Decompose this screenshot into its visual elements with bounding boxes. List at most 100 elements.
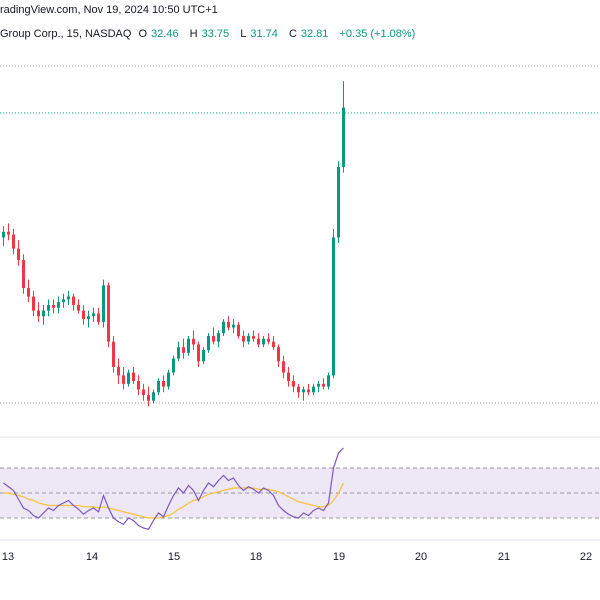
candle-body: [207, 335, 210, 351]
candle-body: [192, 338, 195, 345]
candle-body: [257, 338, 260, 345]
candle-body: [7, 231, 10, 235]
candle-body: [87, 316, 90, 320]
change-value: +0.35 (+1.08%): [339, 28, 416, 40]
rsi-pane: [0, 447, 600, 530]
candle-body: [317, 383, 320, 387]
candle-body: [272, 341, 275, 348]
rsi-ma-line: [3, 482, 345, 519]
ohlc-open: O 32.46: [139, 28, 183, 40]
candle-body: [247, 335, 250, 342]
rsi-band: [0, 468, 600, 518]
low-label: L: [240, 28, 247, 40]
candle-body: [262, 338, 265, 345]
candle-body: [292, 381, 295, 387]
symbol-label: Group Corp., 15, NASDAQ: [0, 28, 132, 40]
candle-body: [122, 375, 125, 384]
candle-body: [197, 344, 200, 362]
candle-body: [82, 310, 85, 320]
candle-body: [157, 381, 160, 393]
candle-body: [32, 296, 35, 311]
ohlc-low: L 31.74: [240, 28, 282, 40]
candle-body: [187, 338, 190, 353]
candle-body: [242, 335, 245, 342]
candle-body: [237, 324, 240, 336]
x-tick-label: 19: [333, 551, 345, 563]
close-label: C: [288, 28, 297, 40]
candle-body: [212, 335, 215, 342]
close-value: 32.81: [300, 28, 329, 40]
candle-body: [227, 321, 230, 328]
candle-body: [282, 361, 285, 373]
candle-body: [167, 372, 170, 387]
candle-body: [92, 313, 95, 317]
candle-body: [117, 366, 120, 376]
x-tick-label: 21: [498, 551, 510, 563]
rsi-line: [3, 447, 344, 530]
candle-body: [47, 304, 50, 311]
x-tick-label: 15: [168, 551, 180, 563]
candle-body: [342, 107, 345, 168]
candle-body: [2, 231, 5, 238]
candle-body: [287, 372, 290, 382]
candle-body: [57, 302, 60, 308]
candle-body: [27, 288, 30, 297]
candle-body: [337, 167, 340, 238]
candle-body: [232, 324, 235, 328]
high-value: 33.75: [201, 28, 230, 40]
candle-body: [42, 310, 45, 317]
candle-body: [202, 350, 205, 362]
candle-body: [17, 248, 20, 260]
candle-body: [277, 347, 280, 362]
ohlc-close: C 32.81: [289, 28, 332, 40]
candle-body: [107, 285, 110, 342]
candle-body: [152, 392, 155, 401]
x-tick-label: 18: [250, 551, 262, 563]
candle-body: [162, 381, 165, 387]
candle-body: [137, 381, 140, 390]
candle-body: [172, 358, 175, 373]
candle-body: [112, 341, 115, 367]
candle-body: [327, 375, 330, 387]
candle-body: [22, 259, 25, 289]
open-value: 32.46: [151, 28, 179, 40]
candle-body: [147, 395, 150, 401]
x-tick-label: 20: [415, 551, 427, 563]
source-line: radingView.com, Nov 19, 2024 10:50 UTC+1: [0, 4, 218, 16]
candle-body: [52, 304, 55, 308]
candle-body: [297, 386, 300, 393]
candle-body: [97, 313, 100, 322]
candle-body: [62, 299, 65, 303]
open-label: O: [138, 28, 148, 40]
candle-body: [307, 389, 310, 393]
candle-body: [322, 383, 325, 387]
candle-body: [332, 237, 335, 376]
candle-body: [67, 296, 70, 300]
candle-body: [267, 338, 270, 342]
time-axis: 13 14 15 18 19 20 21 22: [0, 539, 600, 563]
candle-body: [252, 335, 255, 339]
candle-body: [182, 347, 185, 353]
candle-body: [217, 333, 220, 342]
ohlc-high: H 33.75: [190, 28, 233, 40]
candle-body: [102, 285, 105, 322]
x-tick-label: 14: [86, 551, 98, 563]
x-tick-label: 22: [580, 551, 592, 563]
candle-body: [312, 386, 315, 393]
candle-body: [142, 389, 145, 396]
x-tick-label: 13: [2, 551, 14, 563]
price-pane: [0, 65, 600, 438]
candle-body: [77, 304, 80, 311]
candle-body: [222, 321, 225, 334]
candle-body: [127, 372, 130, 384]
candle-body: [177, 347, 180, 359]
high-label: H: [189, 28, 198, 40]
candle-body: [132, 372, 135, 382]
candle-body: [12, 234, 15, 249]
candle-body: [72, 296, 75, 305]
candle-body: [302, 389, 305, 393]
candle-body: [37, 310, 40, 317]
low-value: 31.74: [250, 28, 278, 40]
